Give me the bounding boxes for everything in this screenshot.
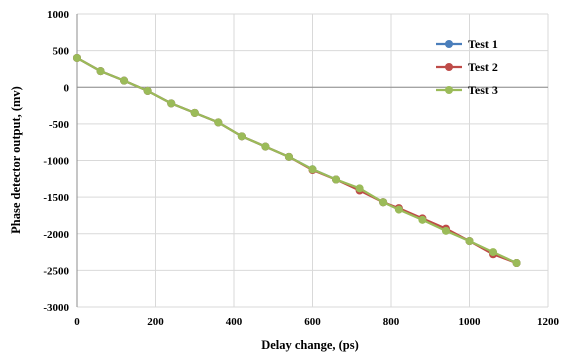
y-tick-label: -500 — [49, 119, 70, 131]
y-tick-label: -1500 — [43, 192, 69, 204]
data-point — [120, 76, 129, 85]
x-tick-label: 1000 — [459, 316, 482, 328]
legend-swatch-marker — [445, 40, 453, 48]
data-series — [73, 53, 521, 268]
data-point — [261, 142, 270, 151]
series-line — [76, 56, 518, 265]
data-point — [73, 53, 81, 62]
data-point — [214, 118, 223, 127]
y-tick-label: -3000 — [43, 302, 69, 314]
data-point — [512, 259, 521, 268]
x-axis-title: Delay change, (ps) — [261, 338, 359, 352]
data-point — [355, 184, 364, 193]
data-point — [465, 237, 474, 246]
legend-entry: Test 2 — [436, 60, 498, 74]
legend-entry: Test 3 — [436, 83, 498, 97]
x-tick-labels: 0 200 400 600 800 1000 1200 — [74, 316, 559, 328]
y-tick-label: 500 — [53, 46, 70, 58]
data-point — [441, 226, 450, 235]
gridlines — [76, 13, 549, 308]
data-point — [237, 132, 246, 141]
y-tick-label: 1000 — [47, 9, 70, 21]
y-tick-label: -2000 — [43, 229, 69, 241]
data-point — [96, 67, 105, 76]
y-tick-labels: 1000 500 0 -500 -1000 -1500 -2000 -2500 -3000 — [43, 9, 69, 314]
legend-swatch-marker — [445, 86, 453, 94]
x-tick-label: 800 — [383, 316, 400, 328]
y-tick-label: -2500 — [43, 265, 69, 277]
legend-entry: Test 1 — [436, 37, 498, 51]
data-point — [143, 86, 152, 95]
y-axis-title: Phase detector output, (mv) — [9, 86, 23, 234]
data-point — [284, 152, 293, 161]
data-point — [167, 99, 176, 108]
data-point — [394, 205, 403, 214]
data-point — [418, 215, 427, 224]
series-3 — [73, 53, 521, 268]
axes — [76, 14, 548, 307]
legend-swatch-marker — [445, 63, 453, 71]
legend-label: Test 3 — [468, 83, 498, 97]
data-point — [308, 165, 317, 174]
legend-label: Test 2 — [468, 60, 498, 74]
legend-label: Test 1 — [468, 37, 498, 51]
x-tick-label: 600 — [304, 316, 321, 328]
data-point — [379, 198, 388, 207]
y-tick-label: 0 — [64, 82, 70, 94]
x-tick-label: 1200 — [537, 316, 560, 328]
data-point — [190, 108, 199, 117]
legend: Test 1 Test 2 Test 3 — [436, 37, 498, 97]
y-tick-label: -1000 — [43, 156, 69, 168]
x-tick-label: 0 — [74, 316, 80, 328]
data-point — [489, 248, 498, 257]
data-point — [332, 175, 341, 184]
x-tick-label: 200 — [147, 316, 164, 328]
x-tick-label: 400 — [226, 316, 243, 328]
